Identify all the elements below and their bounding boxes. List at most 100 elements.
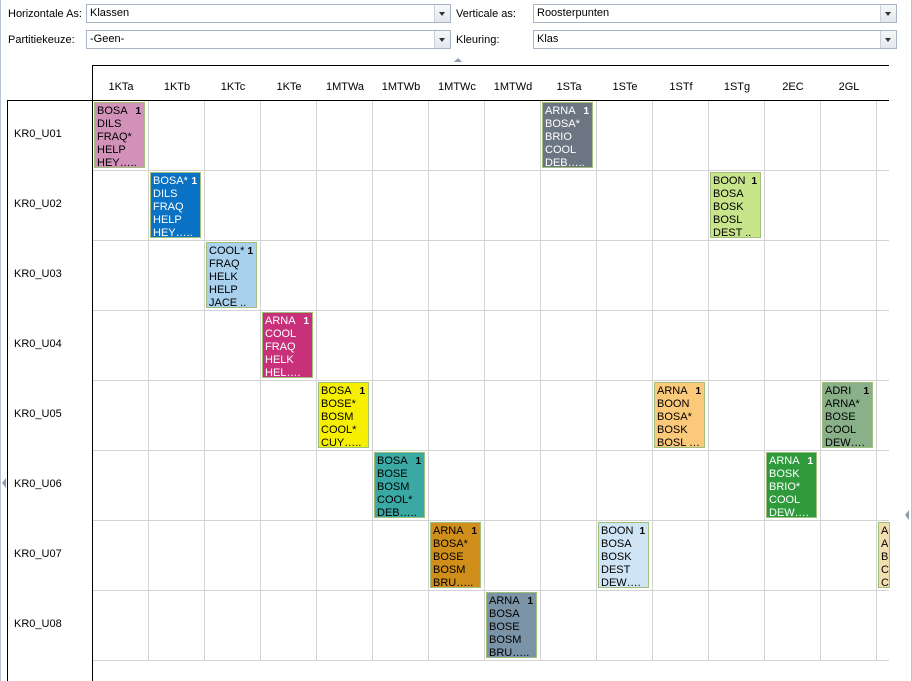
grid-hline bbox=[93, 240, 889, 241]
lesson-teachers: BOSA BOSE BOSM COOL* DEB….. bbox=[377, 455, 417, 518]
lesson-teachers: BOSA DILS FRAQ* HELP HEY….. bbox=[97, 105, 137, 168]
grid-vline bbox=[540, 101, 541, 661]
lesson-teachers: AR AI BO CO CO bbox=[881, 525, 889, 588]
column-header[interactable]: 2EC bbox=[782, 81, 804, 93]
splitter-left-icon[interactable] bbox=[1, 478, 7, 488]
grid-top-border bbox=[93, 65, 889, 66]
grid-vline bbox=[764, 101, 765, 661]
grid-vline bbox=[316, 101, 317, 661]
column-header[interactable]: 1KTc bbox=[220, 81, 246, 93]
lesson-block[interactable]: ARNA BOON BOSA* BOSK BOSL … 1 bbox=[654, 382, 705, 448]
lesson-count: 1 bbox=[247, 246, 253, 257]
lesson-block[interactable]: BOSA BOSE* BOSM COOL* CUY….. 1 bbox=[318, 382, 369, 448]
lesson-block[interactable]: ADRI ARNA* BOSE COOL DEW…. 1 bbox=[822, 382, 873, 448]
lesson-teachers: ARNA BOSA* BRIO COOL DEB….. bbox=[545, 105, 585, 168]
lesson-count: 1 bbox=[415, 456, 421, 467]
lesson-block[interactable]: ARNA BOSA* BRIO COOL DEB….. 1 bbox=[542, 102, 593, 168]
partition-label: Partitiekeuze: bbox=[8, 34, 75, 46]
chevron-down-icon[interactable] bbox=[880, 5, 896, 22]
lesson-block[interactable]: ARNA BOSA* BOSE BOSM BRU….. 1 bbox=[430, 522, 481, 588]
lesson-count: 1 bbox=[639, 526, 645, 537]
column-header[interactable]: 1STa bbox=[556, 81, 582, 93]
lesson-block[interactable]: BOSA* DILS FRAQ HELP HEY….. 1 bbox=[150, 172, 201, 238]
column-header[interactable]: 2GL bbox=[838, 81, 860, 93]
horizontal-axis-value: Klassen bbox=[90, 7, 130, 19]
row-header[interactable]: KR0_U02 bbox=[14, 198, 62, 210]
color-value: Klas bbox=[537, 33, 559, 45]
column-header[interactable]: 1MTWa bbox=[325, 81, 365, 93]
lesson-count: 1 bbox=[191, 176, 197, 187]
grid-hline bbox=[93, 590, 889, 591]
grid-vline bbox=[596, 101, 597, 661]
vertical-axis-label: Verticale as: bbox=[456, 8, 516, 20]
row-header[interactable]: KR0_U01 bbox=[14, 128, 62, 140]
row-header-top-border bbox=[7, 100, 93, 101]
lesson-teachers: ARNA BOON BOSA* BOSK BOSL … bbox=[657, 385, 700, 448]
lesson-count: 1 bbox=[471, 526, 477, 537]
partition-value: -Geen- bbox=[90, 33, 125, 45]
row-header[interactable]: KR0_U07 bbox=[14, 548, 62, 560]
horizontal-axis-label: Horizontale As: bbox=[8, 8, 82, 20]
chevron-down-icon[interactable] bbox=[434, 5, 450, 22]
lesson-teachers: ARNA COOL FRAQ HELK HEL…. bbox=[265, 315, 301, 378]
grid-vline bbox=[820, 101, 821, 661]
row-header-left-border bbox=[7, 100, 8, 681]
column-header[interactable]: 1KTa bbox=[108, 81, 134, 93]
grid-vline bbox=[876, 101, 877, 661]
column-header[interactable]: 1KTb bbox=[163, 81, 191, 93]
color-select[interactable]: Klas bbox=[533, 30, 897, 49]
column-header[interactable]: 1MTWc bbox=[438, 81, 476, 93]
lesson-count: 1 bbox=[751, 176, 757, 187]
lesson-block[interactable]: ARNA BOSK BRIO* COOL DEW…. 1 bbox=[766, 452, 817, 518]
grid-vline bbox=[652, 101, 653, 661]
partition-select[interactable]: -Geen- bbox=[86, 30, 451, 49]
lesson-block[interactable]: ARNA BOSA BOSE BOSM BRU….. 1 bbox=[486, 592, 537, 658]
column-header[interactable]: 1KTe bbox=[276, 81, 302, 93]
grid-hline bbox=[93, 380, 889, 381]
lesson-block[interactable]: ARNA COOL FRAQ HELK HEL…. 1 bbox=[262, 312, 313, 378]
chevron-down-icon[interactable] bbox=[880, 31, 896, 48]
column-header[interactable]: 1MTWd bbox=[493, 81, 533, 93]
vertical-axis-select[interactable]: Roosterpunten bbox=[533, 4, 897, 23]
lesson-block[interactable]: BOSA BOSE BOSM COOL* DEB….. 1 bbox=[374, 452, 425, 518]
vertical-axis-value: Roosterpunten bbox=[537, 7, 610, 19]
grid-hline bbox=[93, 660, 889, 661]
lesson-count: 1 bbox=[583, 106, 589, 117]
lesson-count: 1 bbox=[695, 386, 701, 397]
grid-vline bbox=[372, 101, 373, 661]
color-label: Kleuring: bbox=[456, 34, 500, 46]
chevron-down-icon[interactable] bbox=[434, 31, 450, 48]
lesson-block[interactable]: BOSA DILS FRAQ* HELP HEY….. 1 bbox=[94, 102, 145, 168]
lesson-teachers: BOSA* DILS FRAQ HELP HEY….. bbox=[153, 175, 193, 238]
lesson-count: 1 bbox=[303, 316, 309, 327]
horizontal-axis-select[interactable]: Klassen bbox=[86, 4, 451, 23]
lesson-teachers: ARNA BOSA BOSE BOSM BRU….. bbox=[489, 595, 530, 658]
column-header[interactable]: 1MTWb bbox=[381, 81, 421, 93]
lesson-block[interactable]: AR AI BO CO CO bbox=[878, 522, 890, 588]
left-edge bbox=[0, 0, 1, 681]
lesson-teachers: BOSA BOSE* BOSM COOL* CUY….. bbox=[321, 385, 362, 448]
grid-vline bbox=[428, 101, 429, 661]
row-header[interactable]: KR0_U05 bbox=[14, 408, 62, 420]
row-header[interactable]: KR0_U06 bbox=[14, 478, 62, 490]
lesson-teachers: COOL* FRAQ HELK HELP JACE .. bbox=[209, 245, 247, 308]
column-header[interactable]: 1STg bbox=[723, 81, 751, 93]
grid-hline bbox=[93, 520, 889, 521]
row-header[interactable]: KR0_U04 bbox=[14, 338, 62, 350]
lesson-block[interactable]: BOON BOSA BOSK DEST DEW…. 1 bbox=[598, 522, 649, 588]
lesson-count: 1 bbox=[359, 386, 365, 397]
column-header[interactable]: 1STf bbox=[669, 81, 693, 93]
splitter-up-icon[interactable] bbox=[454, 57, 462, 63]
row-header[interactable]: KR0_U03 bbox=[14, 268, 62, 280]
column-header[interactable]: 1STe bbox=[612, 81, 638, 93]
grid-hline bbox=[93, 310, 889, 311]
lesson-count: 1 bbox=[527, 596, 533, 607]
lesson-teachers: ADRI ARNA* BOSE COOL DEW…. bbox=[825, 385, 865, 448]
row-header[interactable]: KR0_U08 bbox=[14, 618, 62, 630]
grid-hline bbox=[93, 450, 889, 451]
grid-hline bbox=[93, 170, 889, 171]
lesson-block[interactable]: COOL* FRAQ HELK HELP JACE .. 1 bbox=[206, 242, 257, 308]
lesson-teachers: BOON BOSA BOSK BOSL DEST .. bbox=[713, 175, 752, 238]
splitter-left-icon[interactable] bbox=[904, 510, 910, 520]
lesson-block[interactable]: BOON BOSA BOSK BOSL DEST .. 1 bbox=[710, 172, 761, 238]
